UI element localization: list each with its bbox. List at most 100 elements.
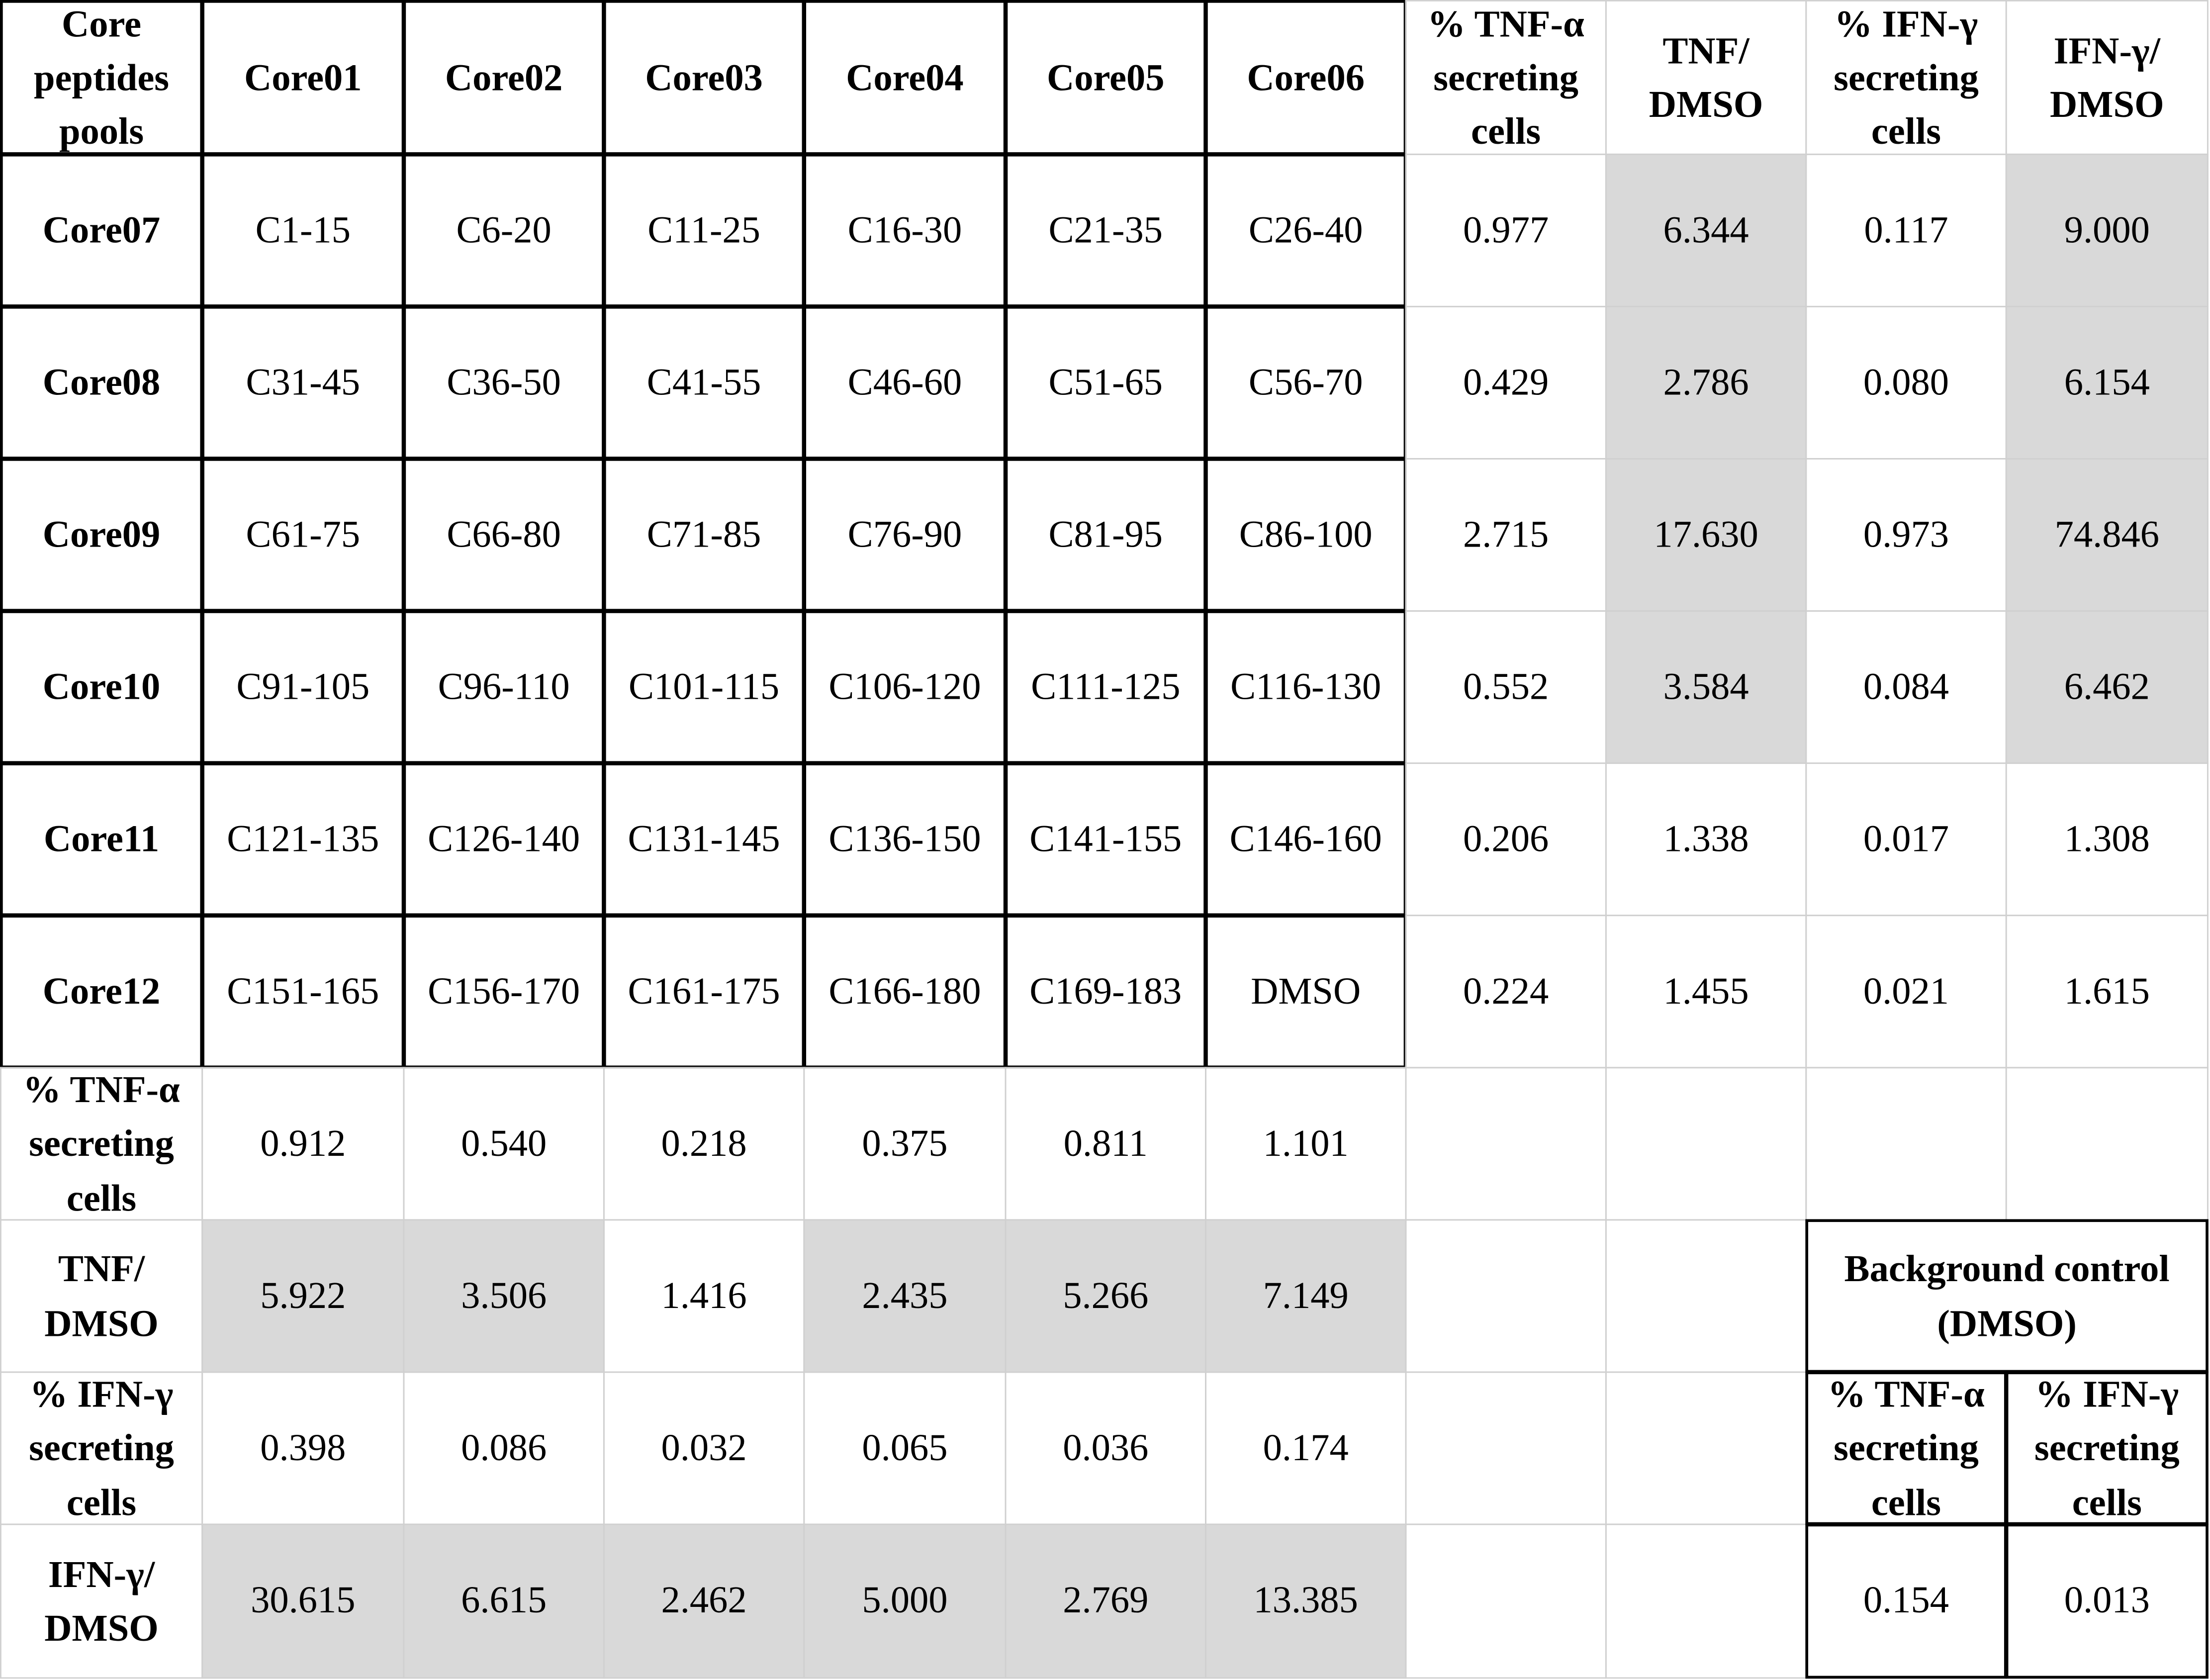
summary-cell: 0.811 <box>1005 1067 1206 1221</box>
summary-cell: 0.086 <box>403 1371 605 1525</box>
header-cell: % IFN-γ secreting cells <box>1805 0 2007 155</box>
data-cell: C146-160 <box>1205 762 1407 917</box>
data-cell: C156-170 <box>403 915 605 1069</box>
data-cell: C76-90 <box>803 458 1007 612</box>
summary-cell: 30.615 <box>201 1523 405 1679</box>
data-cell: 1.308 <box>2005 762 2209 917</box>
row-label: Core11 <box>0 762 203 917</box>
empty-cell <box>1605 1371 1807 1525</box>
empty-cell <box>1605 1219 1807 1373</box>
data-cell: C26-40 <box>1205 153 1407 307</box>
data-cell: C41-55 <box>603 305 805 460</box>
summary-cell: 13.385 <box>1205 1523 1407 1679</box>
control-title: Background control (DMSO) <box>1805 1219 2209 1373</box>
summary-cell: 5.922 <box>201 1219 405 1373</box>
data-cell: 0.117 <box>1805 153 2007 307</box>
empty-cell <box>1605 1067 1807 1221</box>
data-cell: C31-45 <box>201 305 405 460</box>
data-cell: 0.206 <box>1405 762 1607 917</box>
data-cell: C56-70 <box>1205 305 1407 460</box>
data-cell: C131-145 <box>603 762 805 917</box>
summary-label: IFN-γ/ DMSO <box>0 1523 203 1679</box>
data-cell: 74.846 <box>2005 458 2209 612</box>
data-cell: C86-100 <box>1205 458 1407 612</box>
data-cell: C21-35 <box>1005 153 1206 307</box>
header-cell: TNF/ DMSO <box>1605 0 1807 155</box>
data-cell: C81-95 <box>1005 458 1206 612</box>
header-cell: Core01 <box>201 0 405 155</box>
summary-label: % IFN-γ secreting cells <box>0 1371 203 1525</box>
control-header: % IFN-γ secreting cells <box>2005 1371 2209 1525</box>
header-cell: Core03 <box>603 0 805 155</box>
summary-cell: 6.615 <box>403 1523 605 1679</box>
empty-cell <box>1605 1523 1807 1679</box>
summary-cell: 3.506 <box>403 1219 605 1373</box>
row-label: Core09 <box>0 458 203 612</box>
data-cell: 1.455 <box>1605 915 1807 1069</box>
summary-label: % TNF-α secreting cells <box>0 1067 203 1221</box>
summary-cell: 0.375 <box>803 1067 1007 1221</box>
summary-cell: 0.174 <box>1205 1371 1407 1525</box>
data-cell: C61-75 <box>201 458 405 612</box>
data-cell: C169-183 <box>1005 915 1206 1069</box>
summary-cell: 0.398 <box>201 1371 405 1525</box>
summary-cell: 7.149 <box>1205 1219 1407 1373</box>
data-cell: C66-80 <box>403 458 605 612</box>
data-cell: C166-180 <box>803 915 1007 1069</box>
data-cell: 0.973 <box>1805 458 2007 612</box>
empty-cell <box>1405 1067 1607 1221</box>
summary-cell: 0.065 <box>803 1371 1007 1525</box>
summary-cell: 5.266 <box>1005 1219 1206 1373</box>
header-cell: Core peptides pools <box>0 0 203 155</box>
empty-cell <box>1805 1067 2007 1221</box>
data-cell: C116-130 <box>1205 610 1407 764</box>
summary-cell: 5.000 <box>803 1523 1007 1679</box>
data-cell: C71-85 <box>603 458 805 612</box>
data-cell: 2.715 <box>1405 458 1607 612</box>
data-cell: 6.344 <box>1605 153 1807 307</box>
row-label: Core12 <box>0 915 203 1069</box>
data-cell: 17.630 <box>1605 458 1807 612</box>
data-cell: 0.021 <box>1805 915 2007 1069</box>
summary-cell: 0.540 <box>403 1067 605 1221</box>
data-cell: C126-140 <box>403 762 605 917</box>
data-cell: C11-25 <box>603 153 805 307</box>
header-cell: % TNF-α secreting cells <box>1405 0 1607 155</box>
data-cell: 2.786 <box>1605 305 1807 460</box>
data-cell: C96-110 <box>403 610 605 764</box>
data-cell: 0.552 <box>1405 610 1607 764</box>
summary-cell: 0.218 <box>603 1067 805 1221</box>
data-cell: C161-175 <box>603 915 805 1069</box>
data-cell: C141-155 <box>1005 762 1206 917</box>
summary-cell: 1.416 <box>603 1219 805 1373</box>
empty-cell <box>1405 1371 1607 1525</box>
row-label: Core08 <box>0 305 203 460</box>
empty-cell <box>1405 1523 1607 1679</box>
header-cell: Core04 <box>803 0 1007 155</box>
data-cell: 6.462 <box>2005 610 2209 764</box>
summary-cell: 0.912 <box>201 1067 405 1221</box>
summary-cell: 2.462 <box>603 1523 805 1679</box>
data-cell: C111-125 <box>1005 610 1206 764</box>
data-cell: C36-50 <box>403 305 605 460</box>
data-cell: C1-15 <box>201 153 405 307</box>
control-header: % TNF-α secreting cells <box>1805 1371 2007 1525</box>
header-cell: Core06 <box>1205 0 1407 155</box>
data-cell: C46-60 <box>803 305 1007 460</box>
data-cell: 0.080 <box>1805 305 2007 460</box>
data-cell: C151-165 <box>201 915 405 1069</box>
empty-cell <box>2005 1067 2209 1221</box>
data-cell: DMSO <box>1205 915 1407 1069</box>
data-cell: C6-20 <box>403 153 605 307</box>
data-cell: C106-120 <box>803 610 1007 764</box>
summary-cell: 0.036 <box>1005 1371 1206 1525</box>
data-cell: C91-105 <box>201 610 405 764</box>
data-cell: 0.017 <box>1805 762 2007 917</box>
header-cell: Core02 <box>403 0 605 155</box>
row-label: Core07 <box>0 153 203 307</box>
data-cell: 0.084 <box>1805 610 2007 764</box>
data-cell: C51-65 <box>1005 305 1206 460</box>
data-cell: 0.429 <box>1405 305 1607 460</box>
control-value: 0.013 <box>2005 1523 2209 1679</box>
